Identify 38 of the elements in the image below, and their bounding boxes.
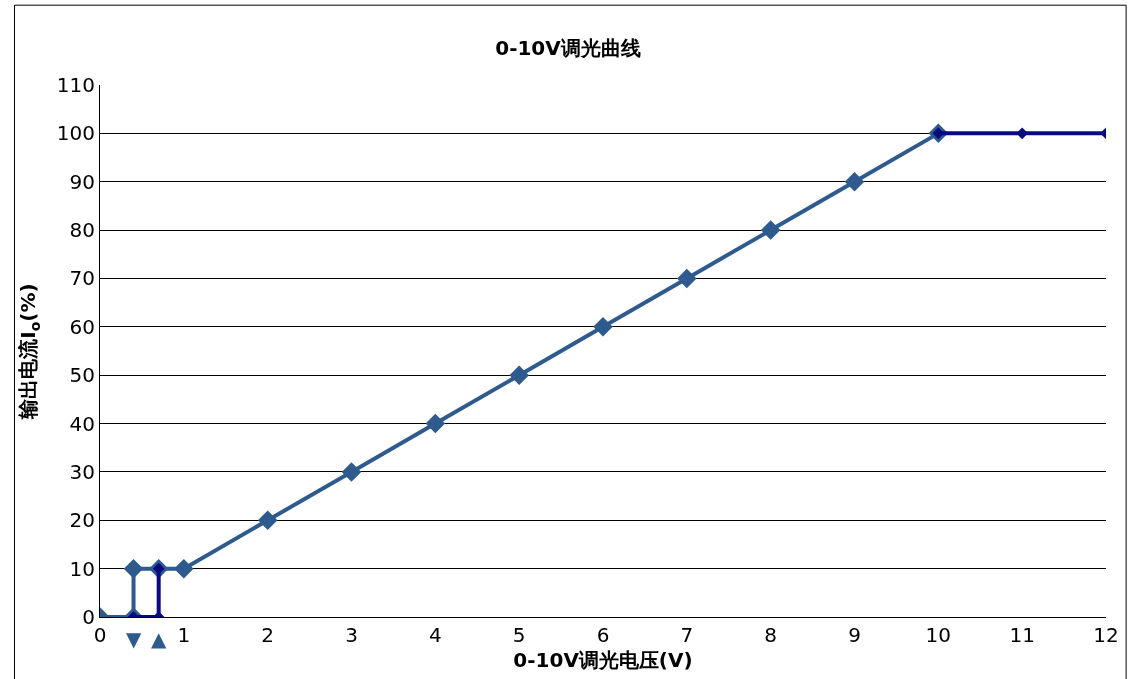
x-tick-label: 5 [512,623,526,647]
x-tick-label: 6 [596,623,610,647]
x-tick-label: 9 [848,623,861,647]
x-tick-label: 7 [680,623,694,647]
annotation: ▼ [126,627,142,651]
x-tick-label: 3 [345,623,358,647]
point [677,268,697,289]
point [509,365,529,385]
x-axis-title: 0-10V调光电压(V) [513,647,693,672]
point [844,171,865,192]
x-tick-label: 10 [925,623,952,647]
x-tick-label: 4 [428,623,442,647]
point [425,413,446,434]
y-tick-label: 10 [69,556,95,581]
point [593,317,613,337]
point [341,462,362,482]
point [257,510,278,531]
y-tick-label: 30 [69,459,95,484]
x-tick-label: 8 [764,623,778,647]
y-tick-label: 20 [69,508,95,533]
x-tick-label: 11 [1009,623,1035,647]
annotation: ▲ [151,627,167,651]
chart-title: 0-10V调光曲线 [495,35,641,60]
x-tick-label: 2 [261,623,275,647]
y-tick-label: 70 [69,266,95,291]
y-tick-label: 100 [56,121,95,146]
point [174,558,194,579]
y-tick-label: 110 [56,73,95,97]
y-tick-label: 40 [69,411,95,436]
y-tick-label: 80 [69,218,95,243]
y-tick-label: 0 [82,605,95,629]
point [760,220,781,240]
y-tick-label: 60 [69,314,95,339]
y-tick-label: 50 [69,363,95,388]
point [123,558,144,579]
y-tick-label: 90 [69,169,95,194]
x-tick-label: 12 [1093,623,1119,647]
x-tick-label: 1 [177,623,191,647]
